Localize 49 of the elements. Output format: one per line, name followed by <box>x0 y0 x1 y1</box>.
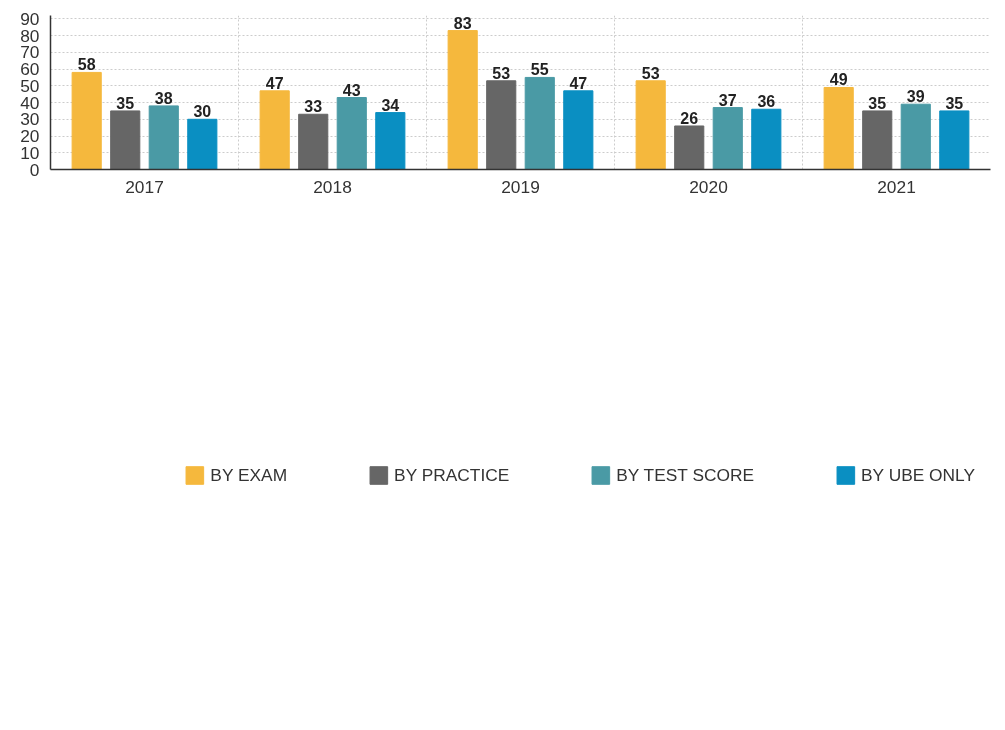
data-label: 47 <box>265 74 284 92</box>
bar <box>900 103 931 170</box>
x-tick-label: 2018 <box>313 176 352 197</box>
legend-label: BY PRACTICE <box>394 464 510 486</box>
bar <box>712 107 743 170</box>
data-label: 35 <box>116 94 135 112</box>
data-label: 30 <box>193 103 212 121</box>
bar <box>187 118 218 170</box>
bar <box>336 97 367 170</box>
bar <box>862 110 893 170</box>
bar <box>563 90 594 170</box>
bar <box>524 76 555 170</box>
bar <box>110 110 141 170</box>
bar <box>635 80 666 170</box>
legend-label: BY UBE ONLY <box>861 464 975 486</box>
data-label: 53 <box>641 64 660 82</box>
bar <box>751 108 782 170</box>
x-tick-label: 2017 <box>125 176 164 197</box>
data-label: 83 <box>453 14 472 32</box>
data-label: 49 <box>829 71 848 89</box>
data-label: 35 <box>868 94 887 112</box>
x-tick-label: 2019 <box>501 176 540 197</box>
data-label: 38 <box>154 89 173 107</box>
x-tick-label: 2021 <box>877 176 916 197</box>
bar <box>823 86 854 170</box>
bar <box>259 90 290 170</box>
data-label: 58 <box>77 56 96 74</box>
data-label: 53 <box>492 64 511 82</box>
data-label: 35 <box>945 94 964 112</box>
data-label: 47 <box>569 74 588 92</box>
bar <box>71 71 102 170</box>
bar <box>486 80 517 170</box>
bar <box>674 125 705 170</box>
bar <box>447 30 478 170</box>
bar <box>148 105 179 170</box>
data-label: 34 <box>381 96 400 114</box>
bar <box>298 113 329 170</box>
x-tick-label: 2020 <box>689 176 728 197</box>
data-label: 37 <box>718 91 737 109</box>
data-label: 36 <box>757 93 776 111</box>
data-label: 33 <box>304 98 323 116</box>
data-label: 26 <box>680 109 699 127</box>
data-label: 43 <box>342 81 361 99</box>
data-label: 39 <box>906 88 925 106</box>
data-label: 55 <box>530 61 549 79</box>
legend-label: BY EXAM <box>210 464 288 486</box>
legend-label: BY TEST SCORE <box>616 464 755 486</box>
bar <box>375 112 406 170</box>
bar <box>939 110 970 170</box>
